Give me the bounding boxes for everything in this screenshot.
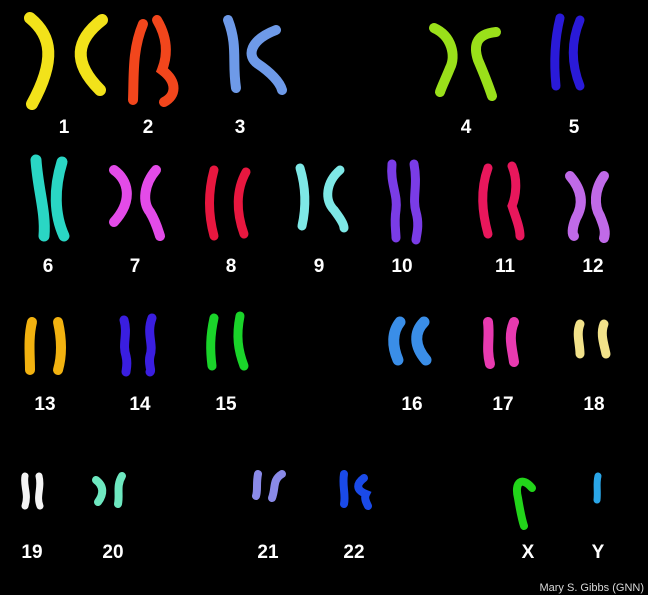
chromosome-13-2 [53,317,66,375]
chromosome-label-21: 21 [257,542,279,563]
chromosome-pair-2 [128,15,179,107]
chromosome-7-2 [140,165,165,241]
chromosome-10-1 [387,159,401,243]
chromosome-pair-8 [205,165,251,241]
image-credit: Mary S. Gibbs (GNN) [539,582,644,594]
chromosome-20-1 [92,476,107,506]
chromosome-pair-7 [109,165,165,241]
chromosome-5-1 [550,13,565,91]
chromosome-pair-6 [30,154,70,242]
chromosome-pair-15 [206,311,249,371]
chromosome-label-2: 2 [143,117,154,138]
chromosome-label-13: 13 [34,394,55,415]
chromosome-19-2 [35,472,44,510]
chromosome-label-11: 11 [495,256,516,277]
chromosome-label-3: 3 [235,117,246,138]
chromosome-label-9: 9 [314,256,325,277]
chromosome-x-1 [513,477,536,530]
chromosome-y-1 [593,472,602,504]
chromosome-pair-19 [21,472,44,510]
chromosome-2-1 [128,19,148,105]
chromosome-pair-1 [24,12,108,110]
chromosome-label-y: Y [592,542,605,563]
chromosome-9-2 [323,165,349,233]
chromosome-5-2 [568,15,585,91]
chromosome-label-20: 20 [102,542,123,563]
chromosome-1-2 [74,14,108,96]
chromosome-label-6: 6 [43,256,54,277]
chromosome-12-1 [565,171,586,241]
chromosome-22-2 [354,474,372,510]
chromosome-label-x: X [522,542,535,563]
chromosome-label-19: 19 [21,542,42,563]
chromosome-pair-4 [429,23,501,101]
chromosome-pair-5 [550,13,585,91]
chromosome-8-2 [233,167,251,239]
chromosome-8-1 [205,165,219,241]
chromosome-label-7: 7 [130,256,141,277]
chromosome-17-2 [505,317,519,367]
chromosome-pair-10 [387,159,423,245]
chromosome-2-2 [152,15,179,107]
chromosome-19-1 [21,472,30,510]
chromosome-pair-12 [565,171,610,243]
chromosome-18-1 [573,319,585,359]
chromosome-4-2 [471,27,501,101]
chromosome-17-1 [483,317,495,369]
chromosome-pair-x [513,477,536,530]
chromosome-22-1 [339,470,349,508]
chromosome-pair-y [593,472,602,504]
chromosome-label-12: 12 [582,256,603,277]
chromosome-pair-16 [388,316,432,366]
chromosome-4-1 [429,23,458,97]
chromosome-pair-17 [483,317,519,369]
chromosome-14-2 [144,313,157,377]
chromosome-pair-22 [339,470,372,510]
chromosome-7-1 [109,165,132,227]
chromosome-label-17: 17 [492,394,513,415]
chromosome-18-2 [597,319,611,359]
chromosome-9-1 [295,163,310,231]
chromosome-label-18: 18 [583,394,604,415]
chromosome-21-2 [268,470,286,502]
chromosome-label-14: 14 [129,394,151,415]
chromosome-label-16: 16 [401,394,422,415]
chromosome-pair-14 [119,313,157,377]
chromosome-15-1 [206,313,219,371]
chromosome-3-2 [246,25,287,95]
chromosome-pair-20 [92,472,126,508]
chromosome-6-2 [50,156,70,242]
chromosome-label-1: 1 [59,117,70,138]
chromosome-15-2 [233,311,249,371]
chromosome-13-1 [24,317,37,375]
chromosome-20-2 [114,472,126,508]
chromosome-label-5: 5 [569,117,580,138]
chromosome-label-22: 22 [343,542,364,563]
chromosome-pair-11 [478,161,525,241]
chromosome-6-1 [30,154,50,242]
chromosome-10-2 [409,159,423,245]
chromosome-16-2 [411,316,432,366]
chromosome-11-1 [478,163,493,239]
chromosome-label-8: 8 [226,256,237,277]
chromosome-21-1 [252,470,262,500]
chromosome-pair-9 [295,163,349,233]
chromosome-pair-13 [24,317,66,375]
chromosome-label-15: 15 [215,394,237,415]
chromosome-pair-21 [252,470,286,502]
chromosome-11-2 [507,161,525,241]
chromosome-label-4: 4 [461,117,472,138]
chromosome-pair-18 [573,319,611,359]
chromosome-pair-3 [223,15,287,95]
chromosome-14-1 [119,315,132,377]
chromosome-label-10: 10 [391,256,412,277]
chromosome-12-2 [590,171,610,243]
chromosome-16-1 [388,316,406,366]
chromosome-3-1 [223,15,241,93]
chromosome-1-1 [24,12,55,110]
